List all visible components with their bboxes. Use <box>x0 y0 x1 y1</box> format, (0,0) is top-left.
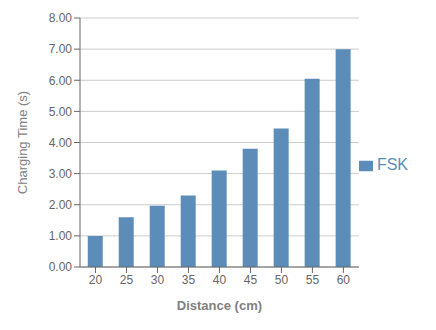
svg-text:60: 60 <box>337 273 351 287</box>
svg-text:6.00: 6.00 <box>49 74 73 88</box>
svg-text:3.00: 3.00 <box>49 167 73 181</box>
svg-text:Charging Time (s): Charging Time (s) <box>15 91 30 194</box>
svg-text:Distance (cm): Distance (cm) <box>177 298 262 313</box>
svg-text:45: 45 <box>244 273 258 287</box>
svg-text:7.00: 7.00 <box>49 42 73 56</box>
svg-text:55: 55 <box>306 273 320 287</box>
svg-text:25: 25 <box>120 273 134 287</box>
svg-text:40: 40 <box>213 273 227 287</box>
html-text:FSK: FSK <box>376 156 408 173</box>
svg-text:5.00: 5.00 <box>49 105 73 119</box>
svg-text:0.00: 0.00 <box>49 260 73 274</box>
svg-text:1.00: 1.00 <box>49 229 73 243</box>
svg-text:50: 50 <box>275 273 289 287</box>
svg-text:4.00: 4.00 <box>49 136 73 150</box>
svg-text:8.00: 8.00 <box>49 11 73 25</box>
svg-text:35: 35 <box>182 273 196 287</box>
svg-text:30: 30 <box>151 273 165 287</box>
svg-text:20: 20 <box>89 273 103 287</box>
svg-text:2.00: 2.00 <box>49 198 73 212</box>
